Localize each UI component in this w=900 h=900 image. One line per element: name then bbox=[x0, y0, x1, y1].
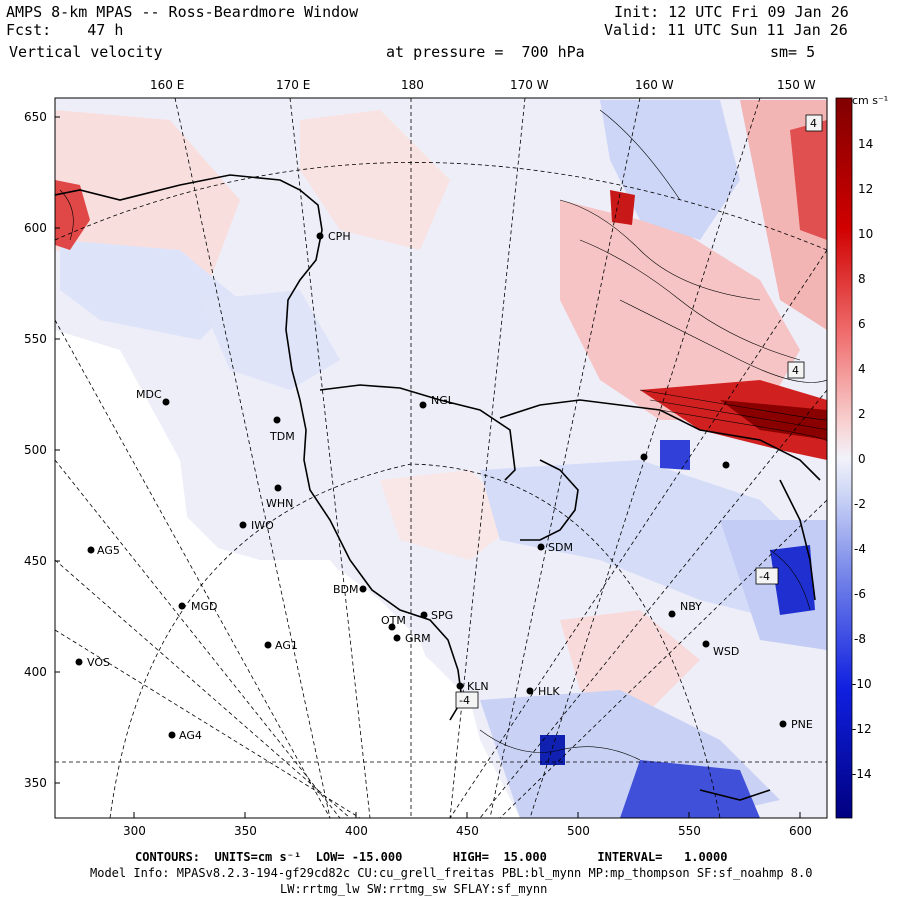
colorbar-label: 4 bbox=[858, 362, 866, 376]
contour-label: -4 bbox=[459, 694, 470, 707]
colorbar-label: -10 bbox=[852, 677, 872, 691]
x-tick: 600 bbox=[789, 824, 812, 838]
station-label-spg: SPG bbox=[431, 609, 453, 622]
lon-label-top: 160 W bbox=[635, 78, 674, 92]
colorbar-label: 6 bbox=[858, 317, 866, 331]
station-label-ag5: AG5 bbox=[97, 544, 120, 557]
station-label-ag4: AG4 bbox=[179, 729, 202, 742]
x-tick: 300 bbox=[123, 824, 146, 838]
colorbar-label: -12 bbox=[852, 722, 872, 736]
station-label-nby: NBY bbox=[680, 600, 702, 613]
y-tick: 550 bbox=[24, 332, 47, 346]
physics-info: LW:rrtmg_lw SW:rrtmg_sw SFLAY:sf_mynn bbox=[280, 882, 548, 896]
colorbar-label: 10 bbox=[858, 227, 874, 241]
colorbar-label: -4 bbox=[854, 542, 866, 556]
lon-label-top: 150 W bbox=[777, 78, 816, 92]
plot-area: CPH MDC NGL TDM WHN IWO AG5 SDM BDM MGD … bbox=[55, 98, 827, 818]
station-label-whn: WHN bbox=[266, 497, 293, 510]
x-tick: 450 bbox=[456, 824, 479, 838]
forecast-hour: Fcst: 47 h bbox=[6, 21, 124, 39]
x-tick: 350 bbox=[234, 824, 257, 838]
contour-label: 4 bbox=[792, 364, 799, 377]
colorbar-unit: cm s⁻¹ bbox=[852, 94, 889, 107]
y-tick: 500 bbox=[24, 443, 47, 457]
colorbar-label: -6 bbox=[854, 587, 866, 601]
station-label-iwo: IWO bbox=[251, 519, 274, 532]
x-tick: 400 bbox=[345, 824, 368, 838]
lon-label-top: 180 bbox=[401, 78, 424, 92]
contour-label: -4 bbox=[759, 570, 770, 583]
station-label-cph: CPH bbox=[328, 230, 351, 243]
pressure-level: at pressure = 700 hPa bbox=[386, 43, 585, 61]
init-time: Init: 12 UTC Fri 09 Jan 26 bbox=[614, 3, 849, 21]
colorbar-label: 2 bbox=[858, 407, 866, 421]
station-label-vos: VOS bbox=[87, 656, 110, 669]
colorbar-label: -2 bbox=[854, 497, 866, 511]
station-label-ag1: AG1 bbox=[275, 639, 298, 652]
y-tick: 650 bbox=[24, 110, 47, 124]
lon-label-top: 170 W bbox=[510, 78, 549, 92]
station-label-ngl: NGL bbox=[431, 394, 455, 407]
smoothing: sm= 5 bbox=[770, 43, 816, 61]
colorbar-label: 14 bbox=[858, 137, 874, 151]
x-tick: 500 bbox=[567, 824, 590, 838]
y-tick: 450 bbox=[24, 554, 47, 568]
station-label-bdm: BDM bbox=[333, 583, 359, 596]
y-tick: 400 bbox=[24, 665, 47, 679]
colorbar-label: 12 bbox=[858, 182, 874, 196]
lon-label-top: 160 E bbox=[150, 78, 185, 92]
colorbar bbox=[835, 97, 853, 819]
contour-info: CONTOURS: UNITS=cm s⁻¹ LOW= -15.000 HIGH… bbox=[135, 850, 728, 864]
station-label-otm: OTM bbox=[381, 614, 406, 627]
x-tick: 550 bbox=[678, 824, 701, 838]
station-label-wsd: WSD bbox=[713, 645, 739, 658]
y-tick: 600 bbox=[24, 221, 47, 235]
plot-title: AMPS 8-km MPAS -- Ross-Beardmore Window bbox=[6, 3, 359, 21]
station-label-pne: PNE bbox=[791, 718, 813, 731]
field-name: Vertical velocity bbox=[9, 43, 163, 61]
station-label-kln: KLN bbox=[467, 680, 489, 693]
station-label-sdm: SDM bbox=[548, 541, 573, 554]
colorbar-label: 8 bbox=[858, 272, 866, 286]
colorbar-label: 0 bbox=[858, 452, 866, 466]
colorbar-label: -8 bbox=[854, 632, 866, 646]
station-label-mgd: MGD bbox=[191, 600, 218, 613]
colorbar-label: -14 bbox=[852, 767, 872, 781]
model-info: Model Info: MPASv8.2.3-194-gf29cd82c CU:… bbox=[90, 866, 813, 880]
lon-label-top: 170 E bbox=[276, 78, 311, 92]
station-label-mdc: MDC bbox=[136, 388, 162, 401]
contour-label: 4 bbox=[810, 117, 817, 130]
valid-time: Valid: 11 UTC Sun 11 Jan 26 bbox=[604, 21, 848, 39]
station-label-hlk: HLK bbox=[538, 685, 560, 698]
station-label-tdm: TDM bbox=[269, 430, 295, 443]
y-tick: 350 bbox=[24, 776, 47, 790]
station-label-grm: GRM bbox=[405, 632, 431, 645]
